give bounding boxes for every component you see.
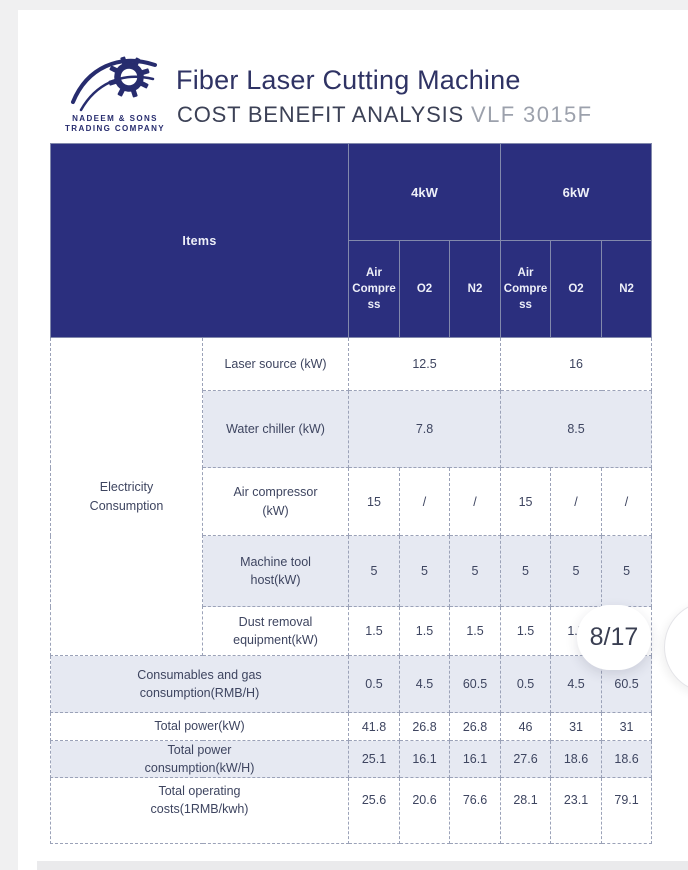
table-row: Total power consumption(kW/H) 25.1 16.1 … <box>50 739 653 779</box>
cell-value: 0.5 <box>348 655 400 713</box>
cell-value: 5 <box>399 535 450 607</box>
cell-value: 16 <box>500 337 653 391</box>
cell-value: 26.8 <box>399 712 450 741</box>
cell-value: 28.1 <box>500 777 552 845</box>
subheader-n2: N2 <box>448 240 502 338</box>
row-label: Total power consumption(kW/H) <box>50 739 349 779</box>
cell-value: 5 <box>348 535 400 607</box>
page-title: Fiber Laser Cutting Machine <box>176 65 521 95</box>
cell-value: 0.5 <box>500 655 552 713</box>
table-row: Machine tool host(kW) 5 5 5 5 5 5 <box>51 535 653 607</box>
subheader-o2: O2 <box>550 240 603 338</box>
row-label: Machine tool host(kW) <box>202 535 349 607</box>
cell-value: 8.5 <box>500 390 653 468</box>
cell-value: 16.1 <box>399 739 450 779</box>
subheader-o2: O2 <box>399 240 450 338</box>
cell-value: 41.8 <box>348 712 400 741</box>
cell-value: 16.1 <box>448 739 502 779</box>
cell-value: / <box>399 467 450 536</box>
company-logo-block: NADEEM & SONS TRADING COMPANY <box>62 48 168 134</box>
cost-benefit-table: Items 4kW 6kW Air Compre ss O2 N2 Air Co… <box>50 143 653 845</box>
row-label: Air compressor (kW) <box>202 467 349 536</box>
row-label: Total operating costs(1RMB/kwh) <box>50 777 349 845</box>
cell-value: 7.8 <box>347 390 502 468</box>
page-bottom-divider <box>37 861 688 870</box>
cell-value: 1.5 <box>348 606 400 656</box>
cell-value: 12.5 <box>347 337 502 391</box>
cell-value: 76.6 <box>448 777 502 845</box>
cell-value: 1.5 <box>448 606 502 656</box>
cell-value: 60.5 <box>448 655 502 713</box>
company-name: NADEEM & SONS <box>72 114 158 123</box>
table-row: Total power(kW) 41.8 26.8 26.8 46 31 31 <box>50 712 653 741</box>
cell-value: 4.5 <box>399 655 450 713</box>
cell-value: 23.1 <box>550 777 603 845</box>
row-label: Laser source (kW) <box>202 337 349 391</box>
table-row: Consumables and gas consumption(RMB/H) 0… <box>50 655 653 713</box>
cell-value: 27.6 <box>500 739 552 779</box>
row-label: Consumables and gas consumption(RMB/H) <box>50 655 349 713</box>
category-electricity-consumption: Electricity Consumption <box>50 337 203 656</box>
cell-value: 79.1 <box>601 777 653 845</box>
cell-value: 4.5 <box>550 655 603 713</box>
cell-value: 15 <box>348 467 400 536</box>
cell-value: 31 <box>550 712 603 741</box>
page-subtitle: COST BENEFIT ANALYSIS VLF 3015F <box>177 102 592 128</box>
subheader-air-compress: Air Compre ss <box>500 240 552 338</box>
row-label: Dust removal equipment(kW) <box>202 606 349 656</box>
page-indicator: 8/17 <box>577 605 651 670</box>
cell-value: 20.6 <box>399 777 450 845</box>
table-row: Electricity Consumption Laser source (kW… <box>50 337 653 656</box>
subheader-n2: N2 <box>601 240 653 338</box>
cell-value: / <box>601 467 653 536</box>
cell-value: / <box>448 467 502 536</box>
group-header-4kw: 4kW <box>347 143 502 241</box>
cell-value: 5 <box>500 535 552 607</box>
cell-value: 1.5 <box>500 606 552 656</box>
cell-value: 5 <box>448 535 502 607</box>
items-header: Items <box>50 143 349 338</box>
cell-value: 15 <box>500 467 552 536</box>
table-row: Air compressor (kW) 15 / / 15 / / <box>51 467 653 536</box>
cell-value: 18.6 <box>550 739 603 779</box>
cell-value: 31 <box>601 712 653 741</box>
cell-value: 46 <box>500 712 552 741</box>
row-label: Total power(kW) <box>50 712 349 741</box>
subtitle-text: COST BENEFIT ANALYSIS <box>177 102 464 127</box>
cell-value: 5 <box>550 535 603 607</box>
company-tagline: TRADING COMPANY <box>65 124 165 133</box>
gear-swoosh-icon <box>71 56 157 112</box>
row-label: Water chiller (kW) <box>202 390 349 468</box>
table-row: Water chiller (kW) 7.8 8.5 <box>51 390 653 468</box>
cell-value: 25.1 <box>348 739 400 779</box>
cell-value: 1.5 <box>399 606 450 656</box>
subheader-air-compress: Air Compre ss <box>348 240 400 338</box>
cell-value: 25.6 <box>348 777 400 845</box>
cell-value: 5 <box>601 535 653 607</box>
cell-value: 26.8 <box>448 712 502 741</box>
table-row: Dust removal equipment(kW) 1.5 1.5 1.5 1… <box>51 606 653 656</box>
table-row: Total operating costs(1RMB/kwh) 25.6 20.… <box>50 777 653 845</box>
cell-value: 18.6 <box>601 739 653 779</box>
group-header-6kw: 6kW <box>500 143 653 241</box>
cell-value: / <box>550 467 603 536</box>
model-number: VLF 3015F <box>471 102 593 127</box>
